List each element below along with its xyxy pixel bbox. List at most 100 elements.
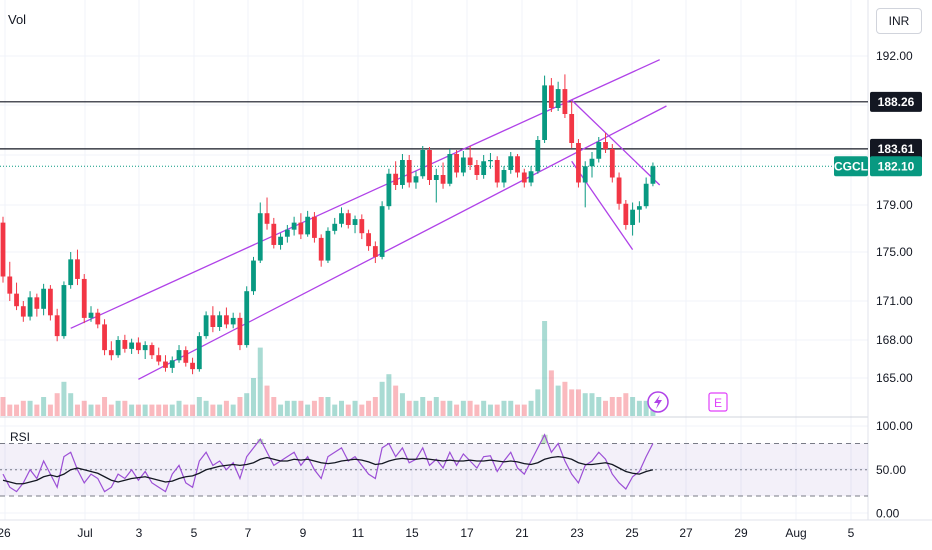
volume-bar <box>14 404 20 416</box>
candle-body <box>413 176 419 183</box>
candle-body <box>596 142 602 159</box>
volume-bar <box>7 404 13 416</box>
candle-body <box>400 160 405 185</box>
volume-bar <box>413 400 419 416</box>
volume-bar <box>230 404 236 416</box>
volume-bar <box>345 404 351 416</box>
candle-body <box>318 237 324 261</box>
volume-bar <box>623 393 629 416</box>
volume-bar <box>575 389 581 416</box>
volume-bar <box>325 397 331 416</box>
volume-bars <box>0 321 656 416</box>
price-tick-label: 171.00 <box>876 294 913 308</box>
time-tick-label: 11 <box>352 526 365 540</box>
time-tick-label: 25 <box>625 526 639 540</box>
candle-body <box>122 340 128 349</box>
volume-bar <box>643 400 649 416</box>
symbol-label: CGCL <box>834 159 868 173</box>
price-tick-label: 165.00 <box>876 371 913 385</box>
volume-bar <box>535 389 541 416</box>
volume-bar <box>589 393 595 416</box>
price-level-lines <box>0 101 868 167</box>
candle-body <box>528 171 534 183</box>
volume-bar <box>386 374 392 416</box>
candle-body <box>420 150 426 177</box>
candle-body <box>325 230 331 261</box>
candle-body <box>372 246 378 257</box>
last-price-tag <box>870 156 922 177</box>
candlesticks <box>0 74 656 375</box>
candle-body <box>474 165 480 175</box>
candle-body <box>623 203 629 225</box>
candle-body <box>196 336 202 370</box>
volume-bar <box>244 393 250 416</box>
time-tick-label: 26 <box>0 526 11 540</box>
time-tick-label: 9 <box>300 526 307 540</box>
volume-bar <box>508 400 514 416</box>
candle-body <box>494 160 500 183</box>
candle-body <box>61 285 67 337</box>
candle-body <box>576 143 581 183</box>
candle-body <box>7 276 13 294</box>
volume-bar <box>250 378 256 416</box>
candle-body <box>393 173 399 185</box>
volume-bar <box>278 404 284 416</box>
candle-body <box>68 259 74 286</box>
volume-bar <box>636 400 642 416</box>
candle-body <box>102 324 107 351</box>
rsi-overbought-fill <box>541 434 548 444</box>
rsi-tick-label: 0.00 <box>876 507 900 521</box>
volume-bar <box>454 404 460 416</box>
volume-bar <box>481 400 487 416</box>
candle-body <box>603 142 608 149</box>
volume-bar <box>630 397 636 416</box>
rsi-tick-label: 100.00 <box>876 419 913 433</box>
volume-bar <box>420 397 426 416</box>
time-tick-label: 5 <box>848 526 855 540</box>
currency-button[interactable]: INR <box>876 8 922 34</box>
volume-bar <box>223 400 229 416</box>
rsi-overbought-fill <box>257 439 264 444</box>
volume-bar <box>217 404 223 416</box>
volume-bar <box>176 400 182 416</box>
candle-body <box>75 259 80 279</box>
candle-body <box>136 342 141 351</box>
volume-bar <box>122 400 128 416</box>
candle-body <box>406 160 412 183</box>
candle-body <box>332 223 338 231</box>
volume-bar <box>487 404 493 416</box>
earnings-marker[interactable] <box>708 392 728 412</box>
candle-body <box>0 222 6 277</box>
candle-body <box>210 315 216 327</box>
time-tick-label: 15 <box>405 526 419 540</box>
volume-bar <box>203 400 209 416</box>
volume-bar <box>318 397 324 416</box>
time-tick-label: 29 <box>734 526 748 540</box>
volume-bar <box>359 404 365 416</box>
volume-bar <box>616 397 622 416</box>
volume-bar <box>34 404 40 416</box>
candle-body <box>508 156 514 170</box>
channel-line-3 <box>571 160 634 251</box>
candle-body <box>636 206 642 210</box>
volume-bar <box>494 404 500 416</box>
candle-body <box>460 157 466 173</box>
price-level-tag <box>870 138 922 159</box>
candle-body <box>548 85 554 108</box>
time-tick-label: 21 <box>515 526 529 540</box>
candle-body <box>217 315 223 327</box>
candle-body <box>278 236 283 245</box>
channel-line-2 <box>571 99 661 186</box>
candle-body <box>54 315 60 337</box>
volume-bar <box>582 393 588 416</box>
candle-body <box>345 213 351 225</box>
volume-bar <box>609 397 615 416</box>
price-axis: 192.00188.00183.00179.00175.00171.00168.… <box>834 49 922 521</box>
candle-body <box>271 223 277 245</box>
volume-bar <box>41 397 47 416</box>
candle-body <box>108 350 114 356</box>
price-level-tag <box>870 91 922 112</box>
volume-bar <box>257 347 263 416</box>
event-markers[interactable]: E <box>647 391 728 413</box>
